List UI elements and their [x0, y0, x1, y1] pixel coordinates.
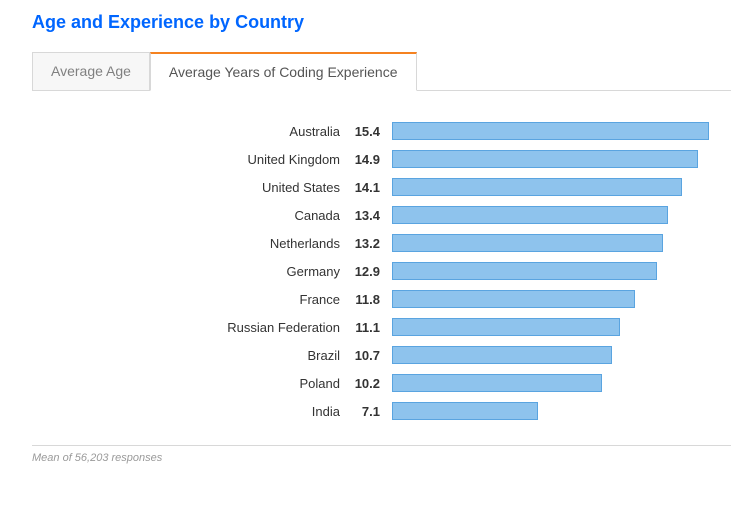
page-title: Age and Experience by Country [32, 12, 731, 33]
tab-average-experience[interactable]: Average Years of Coding Experience [150, 52, 417, 91]
chart-row: Netherlands13.2 [32, 229, 721, 257]
value-label: 10.2 [352, 376, 392, 391]
value-label: 11.1 [352, 320, 392, 335]
bar [392, 290, 635, 308]
chart-row: United States14.1 [32, 173, 721, 201]
country-label: Netherlands [32, 236, 352, 251]
value-label: 7.1 [352, 404, 392, 419]
country-label: Russian Federation [32, 320, 352, 335]
bar [392, 178, 682, 196]
value-label: 12.9 [352, 264, 392, 279]
value-label: 14.9 [352, 152, 392, 167]
chart-row: Germany12.9 [32, 257, 721, 285]
chart-row: Canada13.4 [32, 201, 721, 229]
chart-row: United Kingdom14.9 [32, 145, 721, 173]
bar [392, 234, 663, 252]
tabs: Average Age Average Years of Coding Expe… [32, 51, 731, 91]
country-label: United Kingdom [32, 152, 352, 167]
bar [392, 206, 668, 224]
bar-track [392, 206, 721, 224]
value-label: 13.4 [352, 208, 392, 223]
bar [392, 402, 538, 420]
bar-track [392, 122, 721, 140]
bar [392, 262, 657, 280]
country-label: Canada [32, 208, 352, 223]
bar-track [392, 402, 721, 420]
country-label: Brazil [32, 348, 352, 363]
chart-row: Russian Federation11.1 [32, 313, 721, 341]
country-label: Germany [32, 264, 352, 279]
bar [392, 346, 612, 364]
country-label: Australia [32, 124, 352, 139]
bar-track [392, 346, 721, 364]
country-label: France [32, 292, 352, 307]
bar-track [392, 262, 721, 280]
bar [392, 374, 602, 392]
chart-row: Brazil10.7 [32, 341, 721, 369]
bar [392, 150, 698, 168]
bar-track [392, 178, 721, 196]
chart-footer-note: Mean of 56,203 responses [32, 445, 731, 464]
bar-track [392, 374, 721, 392]
bar [392, 318, 620, 336]
country-label: United States [32, 180, 352, 195]
chart-row: Poland10.2 [32, 369, 721, 397]
chart-row: France11.8 [32, 285, 721, 313]
bar [392, 122, 709, 140]
value-label: 15.4 [352, 124, 392, 139]
value-label: 13.2 [352, 236, 392, 251]
tab-average-age[interactable]: Average Age [32, 52, 150, 91]
bar-track [392, 318, 721, 336]
chart-row: India7.1 [32, 397, 721, 425]
bar-track [392, 290, 721, 308]
value-label: 11.8 [352, 292, 392, 307]
value-label: 10.7 [352, 348, 392, 363]
chart-row: Australia15.4 [32, 117, 721, 145]
country-label: India [32, 404, 352, 419]
country-label: Poland [32, 376, 352, 391]
value-label: 14.1 [352, 180, 392, 195]
bar-track [392, 234, 721, 252]
experience-bar-chart: Australia15.4United Kingdom14.9United St… [32, 117, 731, 425]
bar-track [392, 150, 721, 168]
